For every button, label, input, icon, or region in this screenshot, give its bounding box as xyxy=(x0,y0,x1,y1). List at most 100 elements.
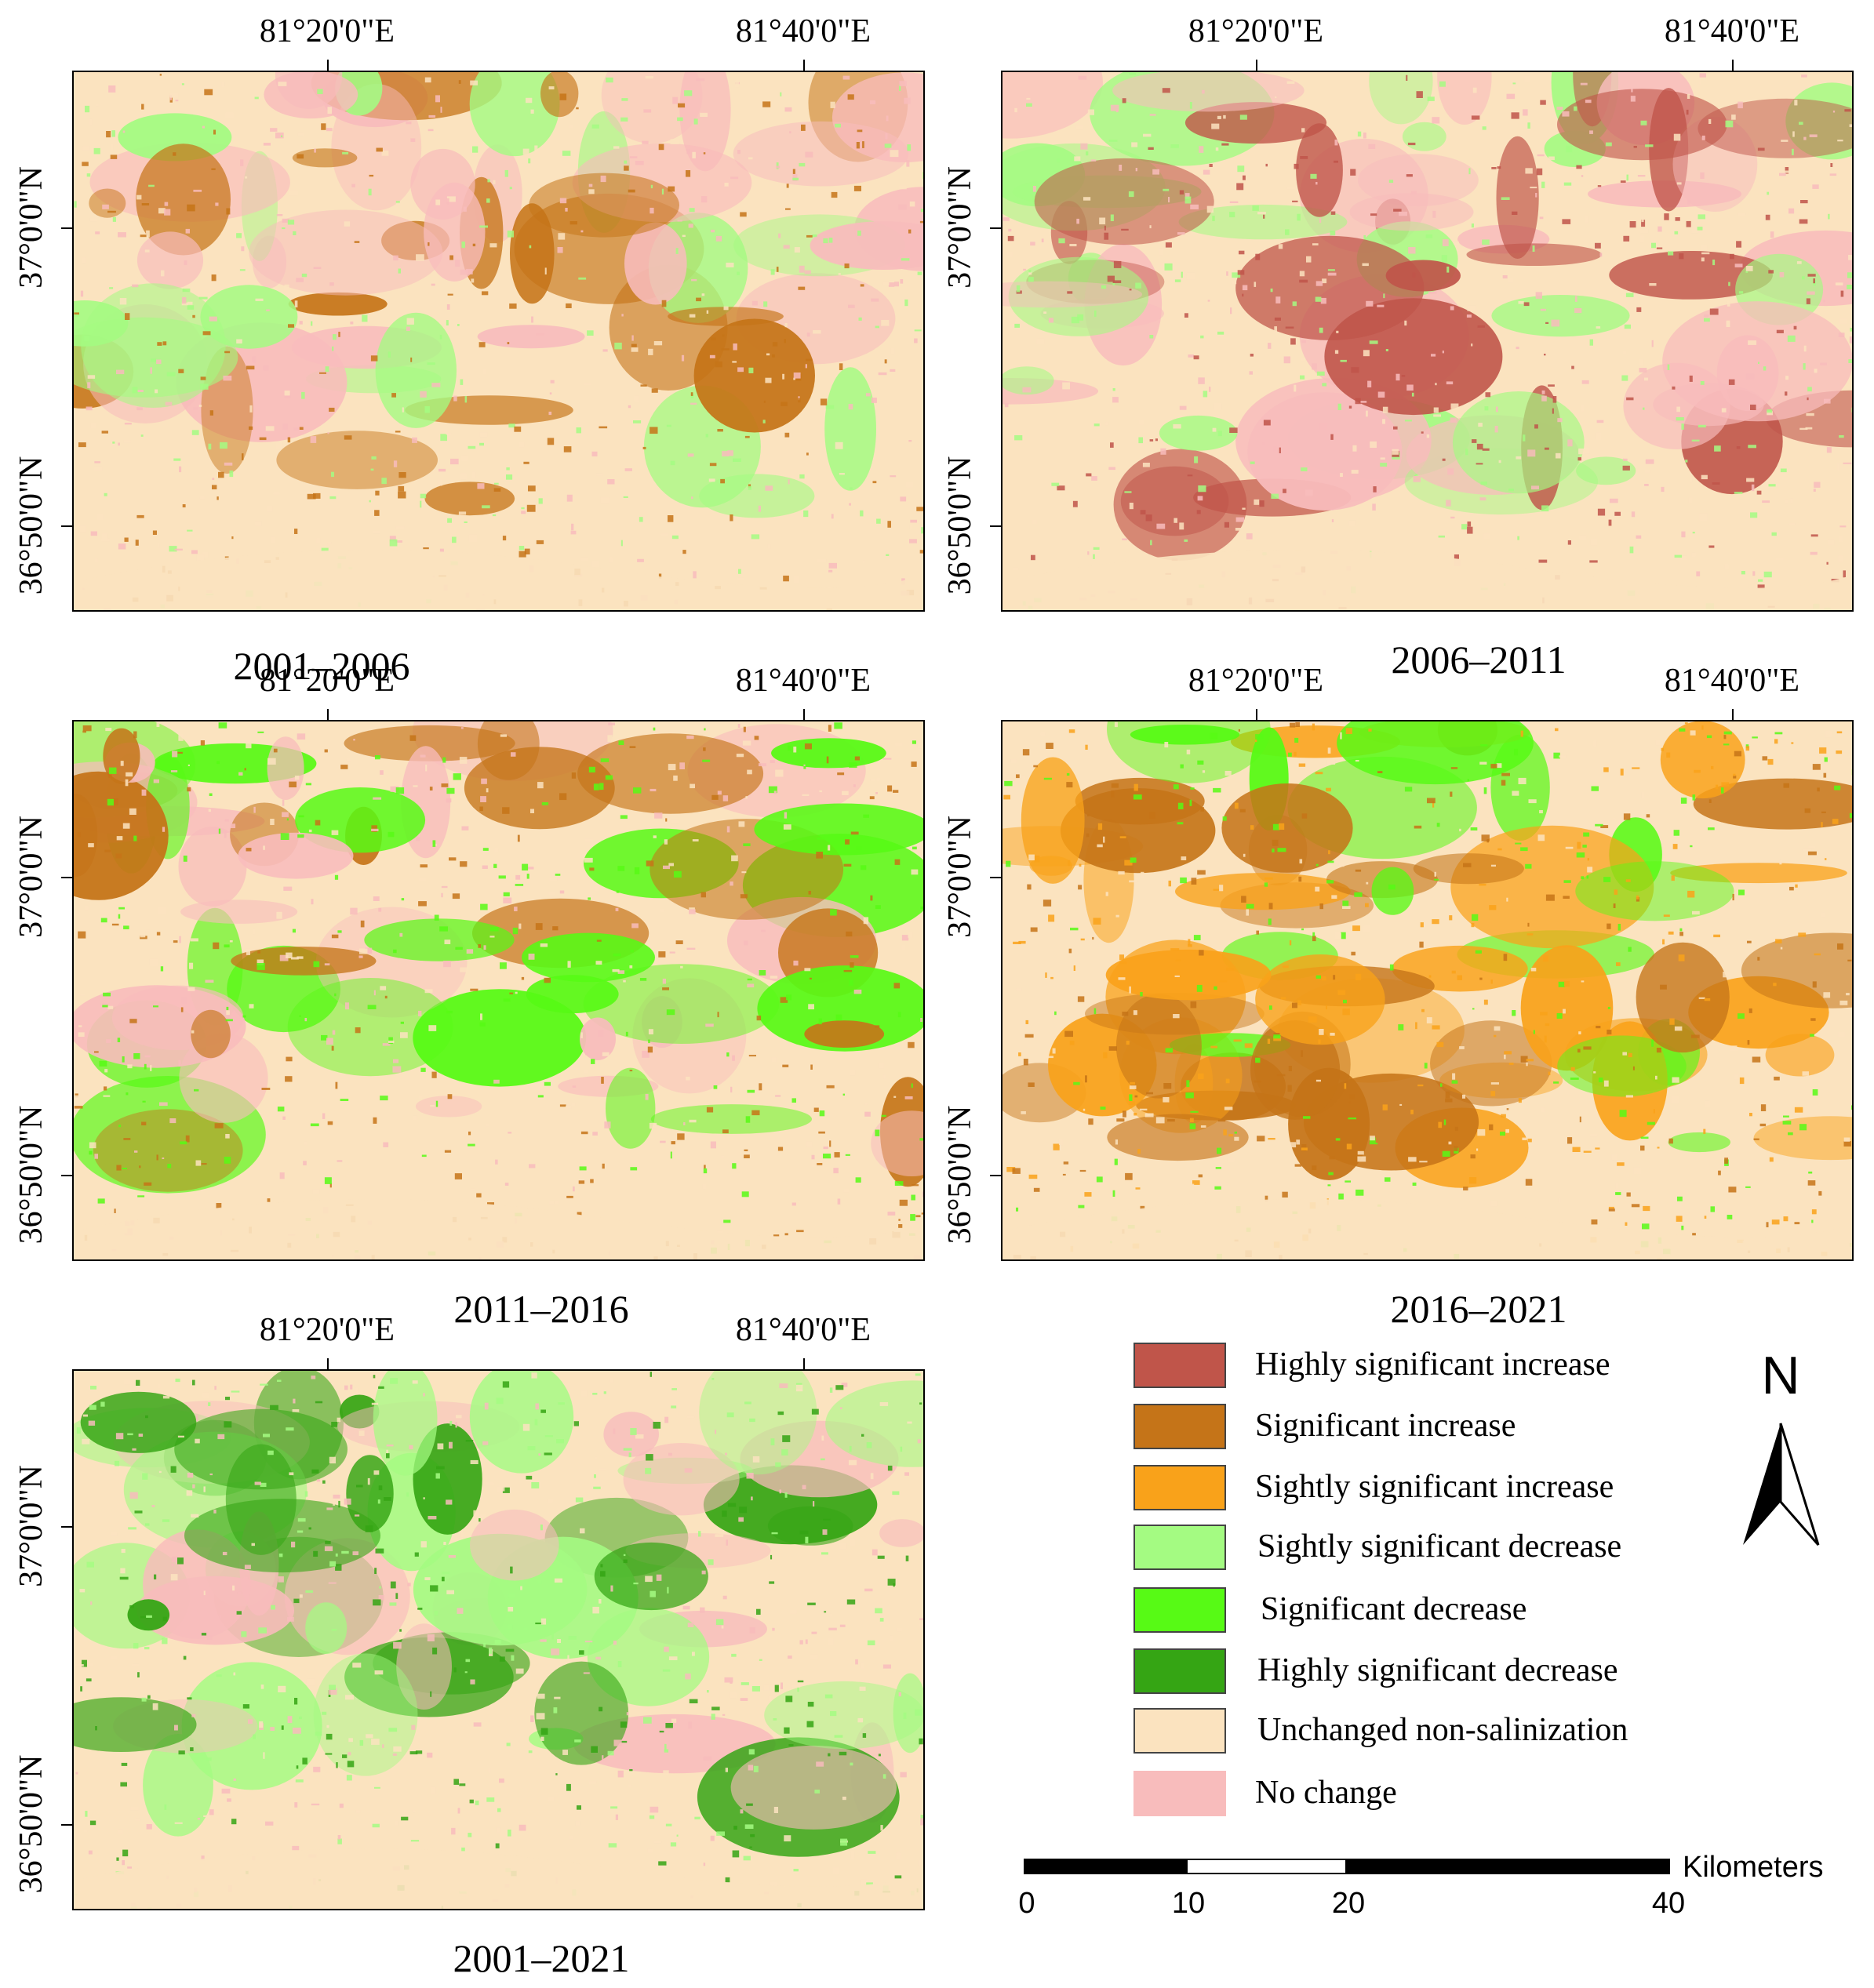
map-patch xyxy=(522,932,655,983)
scale-tick-label: 10 xyxy=(1171,1887,1206,1920)
latitude-tick xyxy=(990,1175,1001,1176)
map-patch xyxy=(74,771,169,900)
map-patch xyxy=(477,721,540,780)
legend-swatch xyxy=(1133,1771,1226,1816)
map-patch xyxy=(1452,391,1585,494)
map-patch xyxy=(1662,301,1852,422)
map-patch xyxy=(767,1506,853,1546)
map-patch xyxy=(1557,1035,1687,1097)
map-patch xyxy=(1741,932,1852,1009)
map-patch xyxy=(1575,861,1734,921)
map-raster xyxy=(1002,72,1852,610)
period-label: 2006–2011 xyxy=(1391,638,1567,681)
map-raster xyxy=(74,72,923,610)
map-patch xyxy=(127,1599,170,1631)
map-patch xyxy=(225,1444,297,1555)
latitude-label: 37°0'0"N xyxy=(942,166,978,289)
map-patch xyxy=(1337,721,1534,785)
map-patch xyxy=(470,1509,559,1581)
map-patch xyxy=(804,1020,885,1048)
latitude-tick xyxy=(990,227,1001,229)
map-patch xyxy=(231,947,377,976)
scale-bar: 0 10 20 40 Kilometers xyxy=(1018,1851,1823,1921)
legend-label: No change xyxy=(1255,1775,1397,1811)
map-patch xyxy=(424,482,515,516)
legend-item-slightly-significant-decrease: Sightly significant decrease xyxy=(1133,1525,1761,1572)
longitude-tick xyxy=(327,709,329,720)
legend-item-unchanged-non-salinization: Unchanged non-salinization xyxy=(1133,1708,1761,1755)
map-patch xyxy=(331,83,422,211)
map-panel-1 xyxy=(72,71,925,612)
map-patch xyxy=(529,173,679,238)
north-arrow-icon xyxy=(1743,1423,1820,1546)
map-patch xyxy=(730,1745,897,1830)
map-patch xyxy=(267,736,304,800)
latitude-tick xyxy=(990,525,1001,527)
latitude-label: 37°0'0"N xyxy=(942,816,978,938)
legend-item-significant-decrease: Significant decrease xyxy=(1133,1587,1761,1634)
map-patch xyxy=(580,1017,616,1060)
map-patch xyxy=(764,1681,923,1750)
map-panel-2 xyxy=(1001,71,1854,612)
scale-segment xyxy=(1186,1859,1347,1874)
map-patch xyxy=(771,738,886,769)
map-patch xyxy=(754,803,923,856)
map-raster xyxy=(74,1371,923,1909)
legend-label: Highly significant decrease xyxy=(1257,1652,1618,1688)
longitude-label: 81°40'0"E xyxy=(1664,13,1800,49)
latitude-tick xyxy=(61,227,72,229)
map-patch xyxy=(276,431,438,489)
legend-swatch xyxy=(1133,1587,1226,1633)
map-patch xyxy=(364,918,515,961)
map-raster xyxy=(74,721,923,1259)
map-patch xyxy=(1175,873,1351,910)
map-patch xyxy=(1247,392,1403,511)
map-patch xyxy=(1670,863,1847,884)
map-patch xyxy=(1002,72,1103,139)
map-patch xyxy=(413,989,587,1087)
legend-label: Significant decrease xyxy=(1261,1591,1527,1627)
map-patch xyxy=(1255,954,1385,1045)
map-patch xyxy=(824,367,876,491)
map-patch xyxy=(344,725,515,761)
period-label: 2001–2006 xyxy=(233,644,410,688)
map-patch xyxy=(1369,72,1433,125)
longitude-tick xyxy=(1732,709,1734,720)
latitude-label: 36°50'0"N xyxy=(13,1105,49,1245)
longitude-label: 81°40'0"E xyxy=(735,13,872,49)
scale-unit-label: Kilometers xyxy=(1683,1851,1824,1884)
map-patch xyxy=(534,1661,629,1765)
latitude-tick xyxy=(61,1526,72,1528)
legend-swatch xyxy=(1133,1648,1226,1694)
longitude-label: 81°20'0"E xyxy=(1188,13,1324,49)
map-patch xyxy=(1698,98,1852,158)
map-patch xyxy=(1576,456,1636,485)
legend-swatch xyxy=(1133,1525,1226,1570)
map-patch xyxy=(93,1109,243,1192)
map-patch xyxy=(1466,243,1602,266)
legend-swatch xyxy=(1133,1404,1226,1449)
map-patch xyxy=(415,1096,482,1118)
map-patch xyxy=(650,1104,812,1134)
longitude-tick xyxy=(327,1358,329,1369)
map-patch xyxy=(831,72,923,162)
map-patch xyxy=(305,1602,348,1654)
map-patch xyxy=(1693,778,1852,830)
map-patch xyxy=(136,231,204,289)
map-patch xyxy=(1159,415,1238,451)
latitude-label: 37°0'0"N xyxy=(13,1465,49,1587)
latitude-label: 36°50'0"N xyxy=(13,1754,49,1894)
map-patch xyxy=(1002,366,1054,395)
map-patch xyxy=(178,827,247,907)
north-arrow: N xyxy=(1734,1345,1828,1549)
map-patch xyxy=(1120,466,1229,536)
map-patch xyxy=(1250,1020,1341,1120)
map-panel-5 xyxy=(72,1369,925,1910)
map-patch xyxy=(624,222,687,305)
map-patch xyxy=(1765,1034,1835,1077)
map-patch xyxy=(313,1653,418,1776)
map-patch xyxy=(810,221,923,270)
legend-item-highly-significant-decrease: Highly significant decrease xyxy=(1133,1648,1761,1695)
legend-swatch xyxy=(1133,1465,1226,1510)
longitude-tick xyxy=(1256,709,1257,720)
